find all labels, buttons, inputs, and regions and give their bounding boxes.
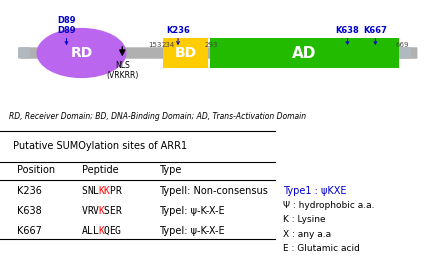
Text: TypeI: ψ-K-X-E: TypeI: ψ-K-X-E: [159, 226, 224, 236]
Text: S: S: [82, 186, 88, 196]
Text: Type: Type: [159, 165, 181, 175]
Text: D89
D89: D89 D89: [57, 16, 76, 35]
Text: K: K: [98, 226, 104, 236]
Text: Position: Position: [17, 165, 55, 175]
Text: BD: BD: [175, 46, 196, 60]
Text: 234: 234: [162, 42, 175, 47]
Text: RD, Receiver Domain; BD, DNA-Binding Domain; AD, Trans-Activation Domain: RD, Receiver Domain; BD, DNA-Binding Dom…: [9, 112, 306, 121]
Text: R: R: [115, 206, 121, 216]
Text: 293: 293: [204, 42, 218, 47]
Text: K638: K638: [335, 26, 360, 35]
Ellipse shape: [36, 28, 127, 78]
Text: TypeI: ψ-K-X-E: TypeI: ψ-K-X-E: [159, 206, 224, 216]
Text: RD: RD: [70, 46, 93, 60]
Text: G: G: [115, 226, 121, 236]
FancyBboxPatch shape: [18, 47, 30, 59]
Text: E: E: [109, 206, 115, 216]
Text: V: V: [82, 206, 88, 216]
Text: K: K: [98, 206, 104, 216]
Text: L: L: [87, 226, 93, 236]
Text: L: L: [93, 186, 99, 196]
Text: AD: AD: [293, 45, 317, 61]
Text: N: N: [87, 186, 93, 196]
Text: K: K: [98, 186, 104, 196]
Text: Ψ : hydrophobic a.a.: Ψ : hydrophobic a.a.: [283, 201, 375, 210]
Text: V: V: [93, 206, 99, 216]
Text: R: R: [115, 186, 121, 196]
Text: A: A: [82, 226, 88, 236]
Text: TypeII: Non-consensus: TypeII: Non-consensus: [159, 186, 268, 196]
Text: Q: Q: [104, 226, 110, 236]
Text: K667: K667: [363, 26, 387, 35]
Text: K236: K236: [17, 186, 42, 196]
Text: L: L: [93, 226, 99, 236]
Text: P: P: [109, 186, 115, 196]
Text: E: E: [109, 226, 115, 236]
Text: K667: K667: [17, 226, 42, 236]
Text: E : Glutamic acid: E : Glutamic acid: [283, 244, 360, 253]
Text: R: R: [87, 206, 93, 216]
Text: Peptide: Peptide: [82, 165, 118, 175]
FancyBboxPatch shape: [399, 47, 411, 59]
FancyBboxPatch shape: [20, 47, 417, 59]
FancyBboxPatch shape: [210, 38, 399, 68]
Text: X : any a.a: X : any a.a: [283, 230, 331, 239]
Text: NLS
(VRKRR): NLS (VRKRR): [106, 61, 139, 80]
Text: K : Lysine: K : Lysine: [283, 215, 326, 224]
Text: K638: K638: [17, 206, 42, 216]
FancyBboxPatch shape: [163, 38, 208, 68]
Text: Type1 : ψKXE: Type1 : ψKXE: [283, 186, 347, 196]
Text: K236: K236: [166, 26, 190, 35]
Text: 669: 669: [395, 42, 409, 47]
Text: K: K: [104, 186, 110, 196]
Text: 153: 153: [148, 42, 161, 47]
Text: S: S: [104, 206, 110, 216]
Text: Putative SUMOylation sites of ARR1: Putative SUMOylation sites of ARR1: [13, 141, 187, 151]
